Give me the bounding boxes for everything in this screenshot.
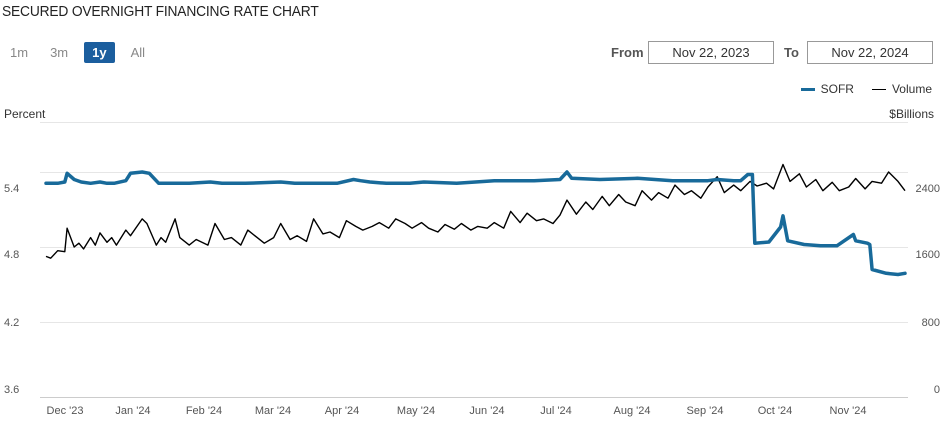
legend-swatch-sofr (800, 87, 815, 91)
right-axis-title: $Billions (889, 107, 934, 121)
x-tick-label: Feb '24 (186, 405, 222, 417)
x-tick-label: Sep '24 (687, 405, 724, 417)
right-tick-label: 2400 (916, 183, 940, 195)
x-tick-label: Jun '24 (469, 405, 504, 417)
x-tick-label: Nov '24 (830, 405, 867, 417)
right-tick-label: 0 (934, 384, 940, 396)
x-tick-label: Dec '23 (47, 405, 84, 417)
legend-item-volume[interactable]: Volume (871, 82, 932, 96)
legend: SOFR Volume (783, 82, 932, 96)
x-tick-label: Aug '24 (614, 405, 651, 417)
from-date-input[interactable]: Nov 22, 2023 (648, 41, 774, 64)
grid-lines (40, 122, 908, 398)
range-button-1m[interactable]: 1m (10, 45, 29, 60)
left-axis-title: Percent (4, 107, 46, 121)
sofr-series-line (44, 170, 907, 277)
legend-item-sofr[interactable]: SOFR (800, 82, 854, 96)
legend-label-sofr: SOFR (820, 82, 854, 96)
x-tick-label: Jul '24 (540, 405, 571, 417)
x-tick-label: May '24 (397, 405, 435, 417)
right-tick-label: 1600 (916, 249, 940, 261)
x-tick-label: Jan '24 (115, 405, 150, 417)
right-tick-label: 800 (922, 317, 940, 329)
x-axis-ticks: Dec '23 Jan '24 Feb '24 Mar '24 Apr '24 … (47, 405, 867, 417)
left-tick-label: 4.2 (4, 317, 19, 329)
legend-label-volume: Volume (891, 82, 932, 96)
left-tick-label: 3.6 (4, 384, 19, 396)
volume-series-line (45, 163, 906, 259)
range-selector: 1m 3m 1y All (4, 42, 161, 63)
x-tick-label: Apr '24 (325, 405, 360, 417)
range-button-3m[interactable]: 3m (50, 45, 69, 60)
to-label: To (784, 45, 799, 60)
to-date-input[interactable]: Nov 22, 2024 (807, 41, 933, 64)
chart-title: SECURED OVERNIGHT FINANCING RATE CHART (2, 3, 319, 20)
from-label: From (611, 45, 644, 60)
range-button-all[interactable]: All (130, 45, 146, 60)
range-button-1y[interactable]: 1y (84, 42, 115, 63)
left-tick-label: 5.4 (4, 183, 19, 195)
x-tick-label: Oct '24 (758, 405, 793, 417)
x-tick-label: Mar '24 (255, 405, 291, 417)
left-tick-label: 4.8 (4, 249, 19, 261)
legend-swatch-volume (871, 88, 886, 90)
left-axis-ticks: 5.4 4.8 4.2 3.6 (4, 183, 19, 396)
right-axis-ticks: 2400 1600 800 0 (916, 183, 940, 396)
